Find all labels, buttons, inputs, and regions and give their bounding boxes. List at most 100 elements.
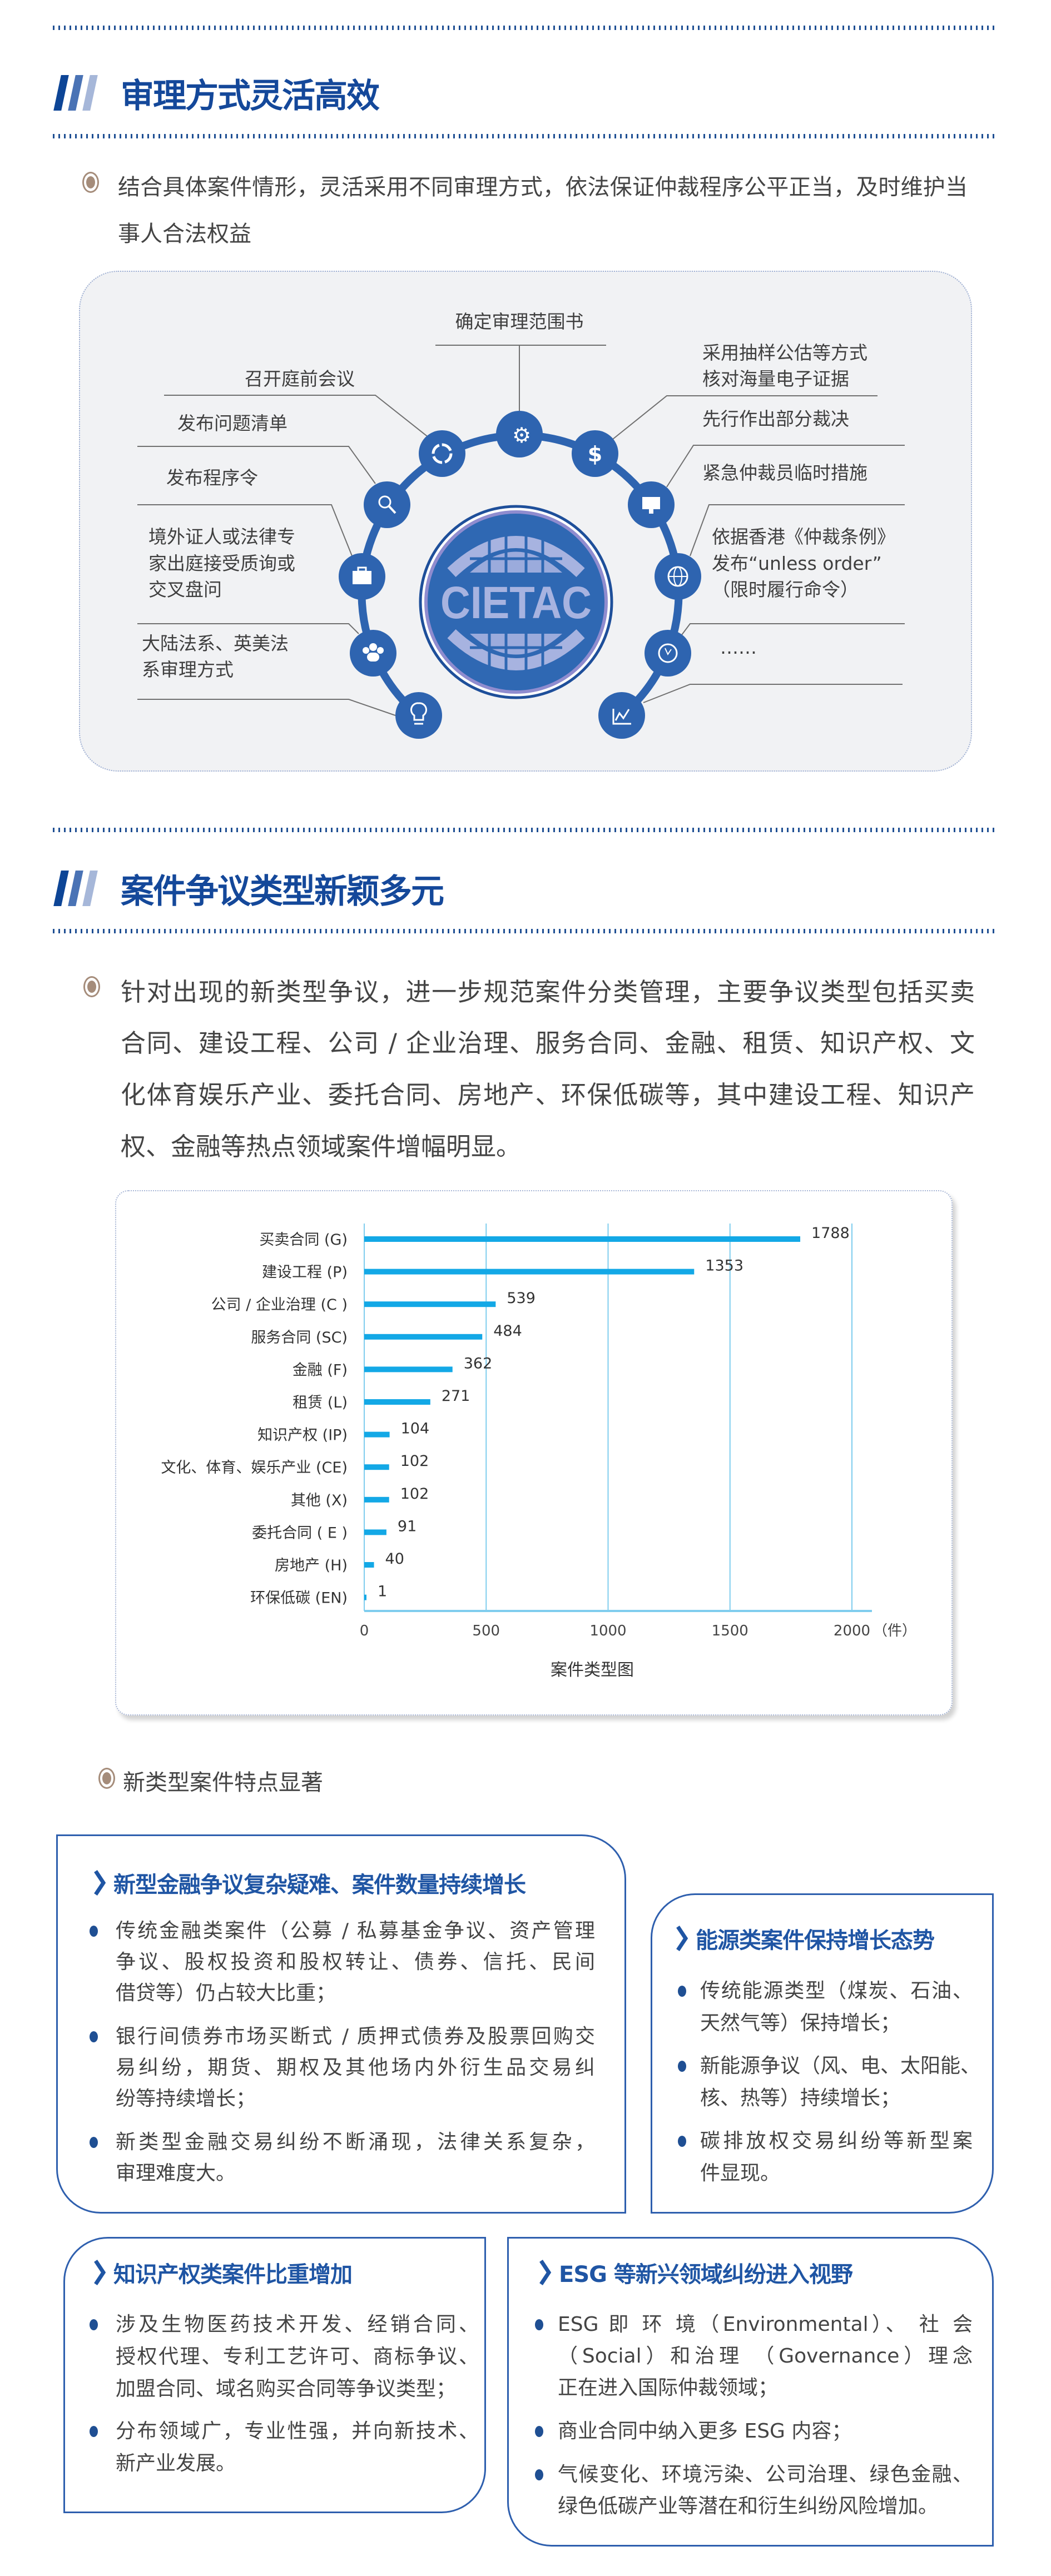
bullet-line: 新产业发展。 bbox=[116, 2452, 236, 2475]
feature-card-title: 能源类案件保持增长态势 bbox=[673, 1924, 935, 1953]
bar bbox=[364, 1431, 390, 1438]
diagram-label: 境外证人或法律专 bbox=[148, 526, 295, 548]
lightbulb-icon bbox=[395, 692, 442, 739]
feature-card: ESG 等新兴领域纠纷进入视野 ESG 即 环 境（Environmental）、… bbox=[507, 2237, 994, 2547]
bullet-line: 传统金融类案件（公募 / 私募基金争议、资产管理 bbox=[116, 1919, 595, 1942]
x-tick-label: 500 bbox=[472, 1623, 500, 1639]
bullet-line: （Social）和治理 （Governance）理念 bbox=[558, 2345, 973, 2368]
list-item: 银行间债券市场买断式 / 质押式债券及股票回购交 易纠纷，期货、期权及其他场内外衍… bbox=[58, 2021, 628, 2115]
leader-line bbox=[666, 445, 905, 488]
category-label: 文化、体育、娱乐产业 (CE) bbox=[161, 1459, 348, 1476]
dollar-icon: $ bbox=[572, 430, 618, 477]
bullet-line: 审理难度大。 bbox=[116, 2162, 236, 2185]
list-item: 商业合同中纳入更多 ESG 内容； bbox=[509, 2415, 995, 2447]
list-item: 新类型金融交易纠纷不断涌现，法律关系复杂， 审理难度大。 bbox=[58, 2127, 628, 2189]
bar bbox=[364, 1562, 374, 1568]
case-type-chart bbox=[115, 1190, 953, 1715]
chevron-right-icon bbox=[94, 1870, 106, 1896]
bullet-line: 绿色低碳产业等潜在和衍生纠纷风险增加。 bbox=[558, 2495, 939, 2518]
bullet-line: 碳排放权交易纠纷等新型案 bbox=[700, 2130, 973, 2152]
diagram-label: 系审理方式 bbox=[142, 659, 234, 680]
value-label: 104 bbox=[401, 1420, 430, 1438]
diagram-label: 先行作出部分裁决 bbox=[702, 408, 849, 430]
line-chart-icon bbox=[598, 692, 645, 739]
dotted-divider bbox=[53, 828, 998, 832]
bullet-line: 授权代理、专利工艺许可、商标争议、 bbox=[116, 2345, 479, 2368]
list-item: ESG 即 环 境（Environmental）、 社 会 （Social）和治理… bbox=[509, 2309, 995, 2404]
bullet-line: 分布领域广，专业性强，并向新技术、 bbox=[116, 2420, 479, 2443]
bullet-line: 气候变化、环境污染、公司治理、绿色金融、 bbox=[558, 2463, 973, 2486]
cietac-logo: CIETAC bbox=[419, 505, 613, 699]
bullet-line: 易纠纷，期货、期权及其他场内外衍生品交易纠 bbox=[116, 2056, 595, 2079]
x-tick-label: 1500 bbox=[712, 1623, 748, 1639]
leader-line bbox=[680, 623, 905, 638]
feature-card-title-text: ESG 等新兴领域纠纷进入视野 bbox=[559, 2262, 853, 2287]
diagram-label: 发布程序令 bbox=[166, 467, 258, 489]
list-item: 新能源争议（风、电、太阳能、 核、热等）持续增长； bbox=[652, 2050, 995, 2115]
value-label: 539 bbox=[507, 1290, 536, 1307]
leader-line bbox=[137, 623, 359, 634]
feature-bullet-list: 传统金融类案件（公募 / 私募基金争议、资产管理 争议、股权投资和股权转让、债券、… bbox=[58, 1916, 628, 2201]
diagram-label: …… bbox=[720, 636, 757, 658]
diagram-label: （限时履行命令） bbox=[712, 579, 859, 600]
bullet-line: 新能源争议（风、电、太阳能、 bbox=[700, 2055, 981, 2077]
value-label: 102 bbox=[400, 1453, 429, 1470]
logo-text: CIETAC bbox=[440, 578, 592, 628]
clock-icon bbox=[645, 630, 691, 677]
monitor-icon bbox=[628, 481, 675, 528]
diagram-label: 确定审理范围书 bbox=[455, 311, 584, 332]
bar bbox=[364, 1496, 389, 1503]
bullet-line: 商业合同中纳入更多 ESG 内容； bbox=[558, 2420, 852, 2443]
x-tick-label: 0 bbox=[360, 1623, 369, 1639]
value-label: 40 bbox=[385, 1550, 404, 1568]
value-label: 1353 bbox=[705, 1257, 743, 1275]
feature-card-title-text: 知识产权类案件比重增加 bbox=[113, 2262, 353, 2287]
chevron-right-icon bbox=[539, 2260, 552, 2285]
bullet-line: 天然气等）保持增长； bbox=[700, 2012, 901, 2035]
bar bbox=[364, 1399, 430, 1405]
bullet-line: 传统能源类型（煤炭、石油、 bbox=[700, 1980, 973, 2002]
bar bbox=[364, 1529, 386, 1535]
features-intro: 新类型案件特点显著 bbox=[123, 1770, 323, 1796]
bar bbox=[364, 1334, 483, 1340]
people-icon bbox=[350, 630, 396, 677]
heading-stripes-icon bbox=[53, 871, 114, 906]
list-item: 传统金融类案件（公募 / 私募基金争议、资产管理 争议、股权投资和股权转让、债券、… bbox=[58, 1916, 628, 2009]
dotted-divider bbox=[53, 929, 998, 933]
search-icon bbox=[364, 481, 410, 528]
feature-card: 知识产权类案件比重增加涉及生物医药技术开发、经销合同、 授权代理、专利工艺许可、商… bbox=[63, 2237, 486, 2513]
paragraph-line: 化体育娱乐产业、委托合同、房地产、环保低碳等，其中建设工程、知识产 bbox=[121, 1080, 975, 1110]
category-label: 其他 (X) bbox=[291, 1492, 348, 1509]
chart-title: 案件类型图 bbox=[551, 1660, 634, 1680]
paragraph-line: 针对出现的新类型争议，进一步规范案件分类管理，主要争议类型包括买卖 bbox=[121, 977, 975, 1007]
list-item: 传统能源类型（煤炭、石油、 天然气等）保持增长； bbox=[652, 1975, 995, 2040]
refresh-ring-icon bbox=[419, 430, 465, 477]
globe-icon bbox=[655, 553, 701, 600]
x-unit-label: （件） bbox=[873, 1623, 916, 1639]
bullet-dot-icon bbox=[535, 2319, 543, 2330]
diagram-label: 采用抽样公估等方式 bbox=[702, 342, 867, 364]
x-tick-label: 1000 bbox=[589, 1623, 626, 1639]
bullet-line: 件显现。 bbox=[700, 2162, 781, 2185]
leader-line bbox=[137, 699, 396, 716]
diagram-label: 大陆法系、英美法 bbox=[142, 633, 289, 654]
list-item: 分布领域广，专业性强，并向新技术、 新产业发展。 bbox=[65, 2415, 488, 2480]
ring-bullet-icon bbox=[82, 172, 99, 193]
bar bbox=[364, 1269, 695, 1275]
value-label: 91 bbox=[398, 1518, 417, 1535]
value-label: 271 bbox=[442, 1388, 470, 1405]
bullet-dot-icon bbox=[90, 1926, 98, 1937]
case-type-bar-chart: 0 500 1000 1500 2000 （件） 买卖合同 (G) 1788 建设工程 (P)… bbox=[161, 1224, 916, 1680]
value-label: 1788 bbox=[811, 1225, 850, 1242]
feature-bullet-list: 涉及生物医药技术开发、经销合同、 授权代理、专利工艺许可、商标争议、 加盟合同、域名… bbox=[65, 2309, 488, 2490]
bar bbox=[364, 1236, 801, 1242]
bullet-line: 涉及生物医药技术开发、经销合同、 bbox=[116, 2313, 479, 2336]
bar bbox=[364, 1464, 389, 1470]
diagram-label: 交叉盘问 bbox=[148, 579, 222, 600]
dotted-divider bbox=[53, 26, 998, 30]
feature-card-title: 知识产权类案件比重增加 bbox=[91, 2259, 353, 2287]
section-title: 审理方式灵活高效 bbox=[121, 76, 380, 116]
bullet-line: 新类型金融交易纠纷不断涌现，法律关系复杂， bbox=[116, 2131, 595, 2154]
list-item: 气候变化、环境污染、公司治理、绿色金融、 绿色低碳产业等潜在和衍生纠纷风险增加。 bbox=[509, 2459, 995, 2522]
category-label: 租赁 (L) bbox=[293, 1394, 348, 1411]
